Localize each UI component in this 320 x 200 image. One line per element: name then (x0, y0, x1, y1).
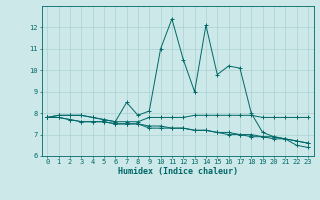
X-axis label: Humidex (Indice chaleur): Humidex (Indice chaleur) (118, 167, 237, 176)
